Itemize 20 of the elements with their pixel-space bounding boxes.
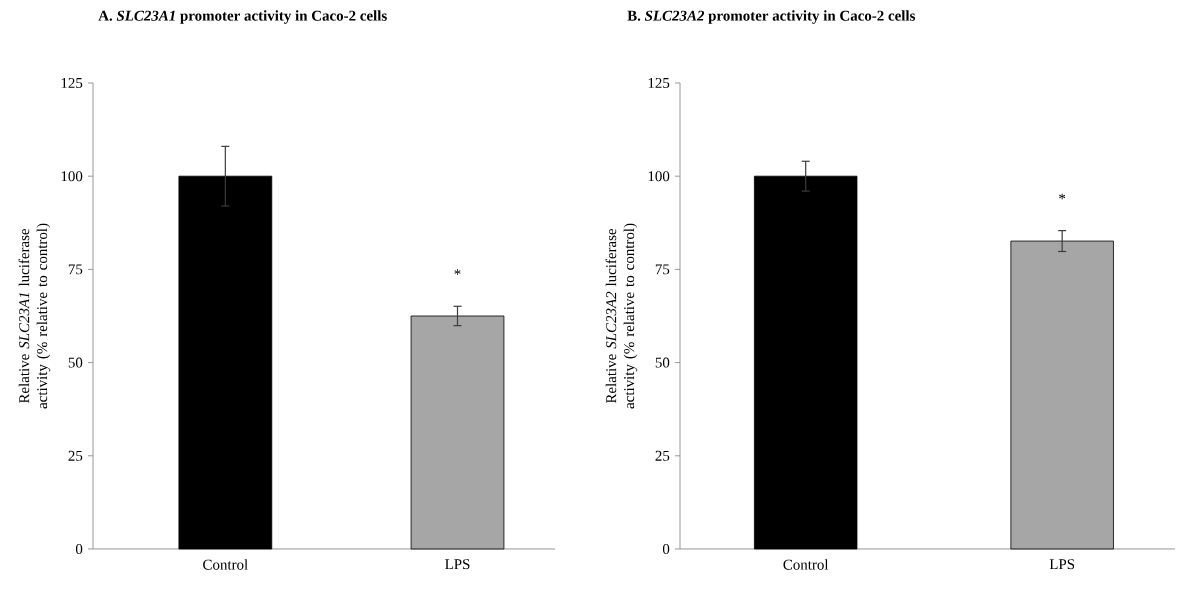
y-tick-label: 50 [68, 357, 83, 368]
annotation: * [1059, 193, 1066, 200]
y-tick-label: 25 [655, 450, 670, 461]
y-tick-label: 50 [655, 357, 670, 368]
chart-title: B. SLC23A2 promoter activity in Caco-2 cells [627, 10, 916, 24]
y-tick-label: 25 [68, 450, 83, 461]
annotation: * [454, 269, 461, 275]
y-tick-label: 0 [662, 543, 670, 555]
chart-title: A. SLC23A1 promoter activity in Caco-2 cells [98, 10, 387, 24]
y-tick-label: 100 [61, 171, 83, 182]
y-tick-label: 125 [61, 77, 83, 88]
y-tick-label: 100 [648, 171, 670, 182]
y-tick-label: 125 [648, 77, 670, 88]
y-tick-label: 75 [68, 264, 83, 275]
x-tick-label: Control [783, 559, 829, 570]
x-tick-label: Control [203, 559, 248, 570]
x-tick-label: LPS [445, 559, 470, 570]
y-tick-label: 0 [75, 543, 83, 555]
x-tick-label: LPS [1049, 559, 1075, 570]
y-tick-label: 75 [655, 264, 670, 275]
